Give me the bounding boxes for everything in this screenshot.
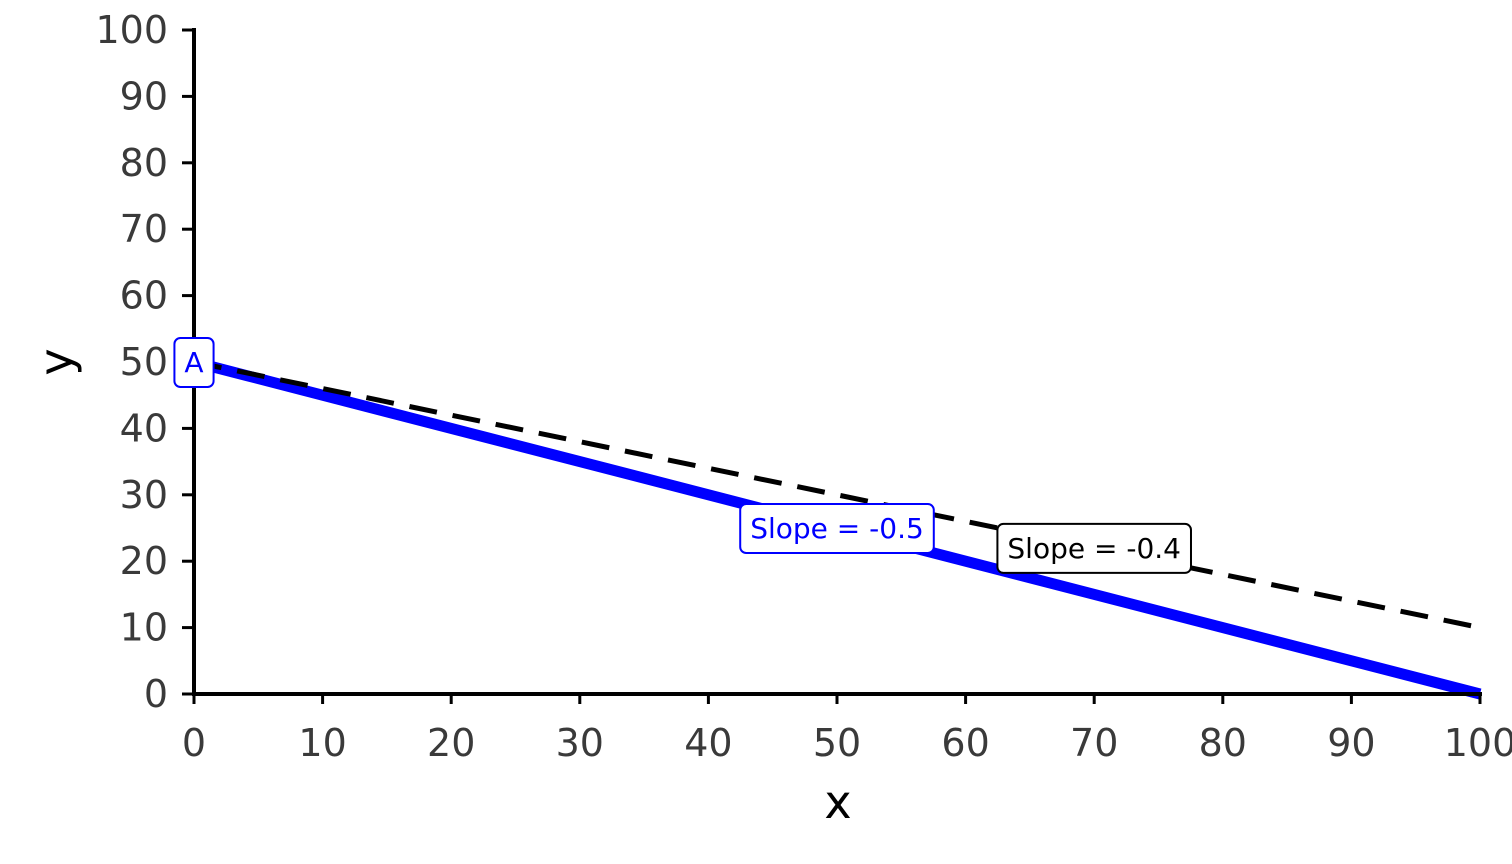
annotation-label-1: Slope = -0.5 xyxy=(739,503,935,554)
x-axis-title: x xyxy=(824,775,851,829)
y-tick-label: 20 xyxy=(120,539,168,583)
annotation-text: Slope = -0.5 xyxy=(750,512,924,545)
annotation-text: A xyxy=(184,346,203,379)
x-tick-label: 100 xyxy=(1444,721,1512,765)
y-tick-label: 40 xyxy=(120,406,168,450)
annotation-box xyxy=(173,337,215,388)
annotation-label-3: A xyxy=(173,337,215,388)
y-axis-title: y xyxy=(29,348,83,375)
y-tick-label: 60 xyxy=(120,274,168,318)
y-tick-label: 10 xyxy=(120,606,168,650)
annotation-box xyxy=(739,503,935,554)
axes: 0 10 20 30 40 50 60 70 80 90 100 0 10 20 30 40 50 60 70 80 9… xyxy=(95,8,1512,765)
y-tick-label: 100 xyxy=(95,8,168,52)
y-tick-label: 70 xyxy=(120,207,168,251)
y-tick-label: 50 xyxy=(120,340,168,384)
annotation-text: Slope = -0.4 xyxy=(1007,532,1181,565)
x-tick-label: 20 xyxy=(427,721,475,765)
y-tick-label: 30 xyxy=(120,473,168,517)
x-tick-label: 10 xyxy=(298,721,346,765)
x-tick-label: 0 xyxy=(182,721,206,765)
series-line-2 xyxy=(193,359,1481,631)
x-tick-label: 50 xyxy=(813,721,861,765)
annotation-label-2: Slope = -0.4 xyxy=(996,522,1192,574)
annotations-layer: Slope = -0.5 Slope = -0.4 A xyxy=(173,337,1192,574)
x-tick-label: 40 xyxy=(684,721,732,765)
y-tick-label: 0 xyxy=(144,672,168,716)
annotation-box xyxy=(996,522,1192,574)
y-tick-label: 80 xyxy=(120,141,168,185)
x-tick-label: 30 xyxy=(556,721,604,765)
x-tick-label: 60 xyxy=(941,721,989,765)
x-tick-label: 90 xyxy=(1327,721,1375,765)
x-tick-label: 80 xyxy=(1199,721,1247,765)
y-tick-label: 90 xyxy=(120,74,168,118)
x-tick-label: 70 xyxy=(1070,721,1118,765)
